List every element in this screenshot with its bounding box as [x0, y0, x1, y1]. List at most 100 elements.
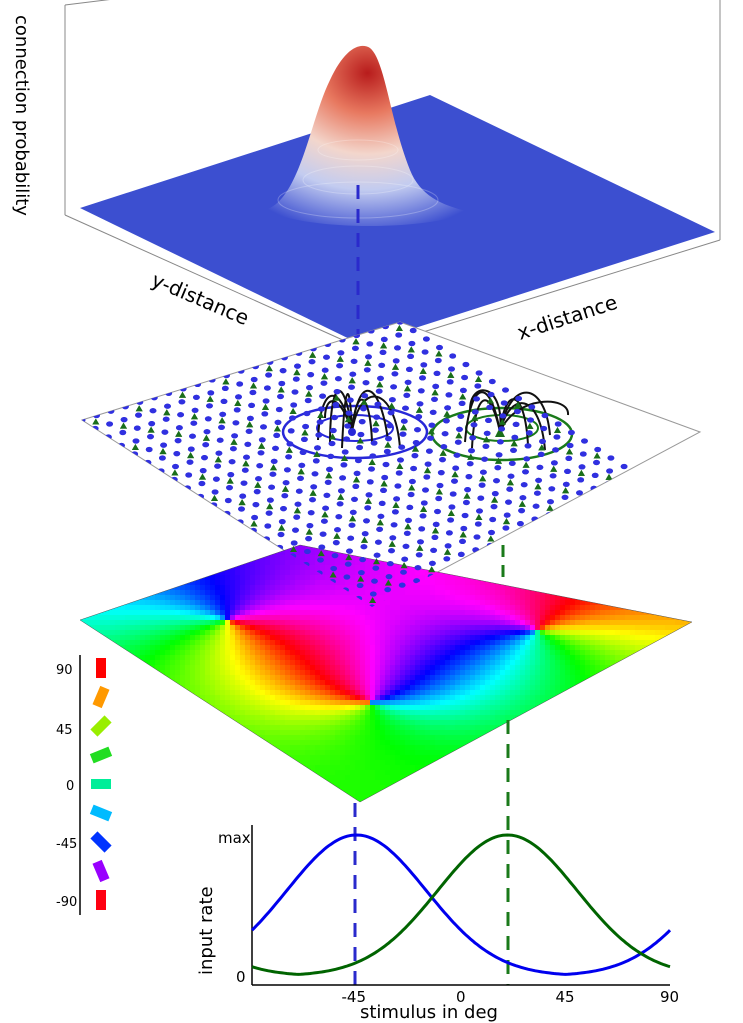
orientation-pixel — [470, 590, 476, 596]
orientation-pixel — [370, 700, 376, 706]
orientation-pixel — [345, 590, 351, 596]
orientation-pixel — [95, 640, 101, 646]
orientation-pixel — [345, 620, 351, 626]
orientation-pixel — [265, 580, 271, 586]
orientation-pixel — [340, 585, 346, 591]
back-axis-line — [64, 0, 110, 6]
orientation-pixel — [545, 545, 551, 551]
orientation-pixel — [265, 625, 271, 631]
orientation-pixel — [485, 705, 491, 711]
orientation-pixel — [530, 695, 536, 701]
orientation-pixel — [625, 615, 631, 621]
orientation-pixel — [285, 610, 291, 616]
orientation-pixel — [160, 565, 166, 571]
orientation-pixel — [325, 580, 331, 586]
orientation-pixel — [625, 670, 631, 676]
orientation-pixel — [85, 640, 91, 646]
orientation-pixel — [125, 630, 131, 636]
orientation-pixel — [635, 685, 641, 691]
orientation-pixel — [235, 595, 241, 601]
orientation-pixel — [525, 640, 531, 646]
orientation-pixel — [160, 620, 166, 626]
orientation-pixel — [245, 545, 251, 546]
orientation-pixel — [640, 570, 646, 576]
orientation-pixel — [605, 585, 611, 591]
orientation-pixel — [700, 685, 706, 691]
orientation-pixel — [550, 660, 556, 666]
orientation-pixel — [140, 640, 146, 646]
orientation-pixel — [550, 575, 556, 581]
orientation-pixel — [90, 585, 96, 591]
orientation-pixel — [525, 685, 531, 691]
orientation-pixel — [310, 690, 316, 696]
orientation-pixel — [260, 570, 266, 576]
orientation-pixel — [600, 560, 606, 566]
orientation-pixel — [240, 590, 246, 596]
orientation-pixel — [470, 645, 476, 651]
orientation-pixel — [345, 635, 351, 641]
blue-neuron-dot — [589, 498, 596, 504]
orientation-pixel — [355, 555, 361, 561]
orientation-pixel — [360, 705, 366, 711]
orientation-pixel — [595, 660, 601, 666]
orientation-pixel — [250, 565, 256, 571]
orientation-pixel — [640, 665, 646, 671]
orientation-pixel — [605, 685, 611, 691]
orientation-pixel — [690, 595, 692, 601]
orientation-pixel — [80, 705, 86, 711]
orientation-pixel — [270, 660, 276, 666]
orientation-pixel — [535, 645, 541, 651]
orientation-pixel — [640, 550, 646, 556]
orientation-pixel — [510, 675, 516, 681]
orientation-pixel — [525, 560, 531, 566]
orientation-pixel — [290, 685, 296, 691]
blue-neuron-connections — [317, 389, 401, 449]
orientation-pixel — [160, 545, 166, 551]
orientation-pixel — [360, 625, 366, 631]
orientation-pixel — [265, 685, 271, 691]
orientation-pixel — [510, 595, 516, 601]
orientation-pixel — [90, 680, 96, 686]
orientation-pixel — [80, 645, 81, 651]
orientation-pixel — [585, 570, 591, 576]
orientation-pixel — [655, 635, 661, 641]
orientation-pixel — [640, 545, 646, 546]
orientation-pixel — [635, 555, 641, 561]
orientation-pixel — [655, 605, 661, 611]
orientation-pixel — [555, 550, 561, 556]
orientation-pixel — [200, 580, 206, 586]
orientation-pixel — [295, 690, 301, 696]
orientation-pixel — [70, 640, 76, 646]
orientation-pixel — [420, 665, 426, 671]
orientation-pixel — [605, 660, 611, 666]
orientation-pixel — [390, 630, 396, 636]
orientation-pixel — [70, 595, 76, 601]
orientation-pixel — [475, 570, 481, 576]
orientation-pixel — [500, 705, 506, 711]
orientation-pixel — [355, 685, 361, 691]
orientation-pixel — [320, 635, 326, 641]
orientation-pixel — [160, 640, 166, 646]
orientation-pixel — [240, 645, 246, 651]
orientation-pixel — [500, 590, 506, 596]
orientation-pixel — [350, 700, 356, 706]
orientation-pixel — [200, 615, 206, 621]
orientation-pixel — [125, 575, 131, 581]
orientation-pixel — [660, 590, 666, 596]
orientation-pixel — [420, 635, 426, 641]
orientation-pixel — [240, 640, 246, 646]
orientation-pixel — [535, 545, 541, 546]
orientation-pixel — [415, 690, 421, 696]
orientation-pixel — [350, 685, 356, 691]
orientation-pixel — [245, 700, 251, 706]
orientation-pixel — [70, 575, 76, 581]
orientation-pixel — [530, 545, 536, 546]
orientation-pixel — [340, 665, 346, 671]
orientation-pixel — [550, 645, 556, 651]
orientation-pixel — [645, 660, 651, 666]
orientation-pixel — [665, 670, 671, 676]
orientation-pixel — [290, 675, 296, 681]
orientation-pixel — [385, 650, 391, 656]
orientation-pixel — [285, 560, 291, 566]
orientation-pixel — [350, 665, 356, 671]
